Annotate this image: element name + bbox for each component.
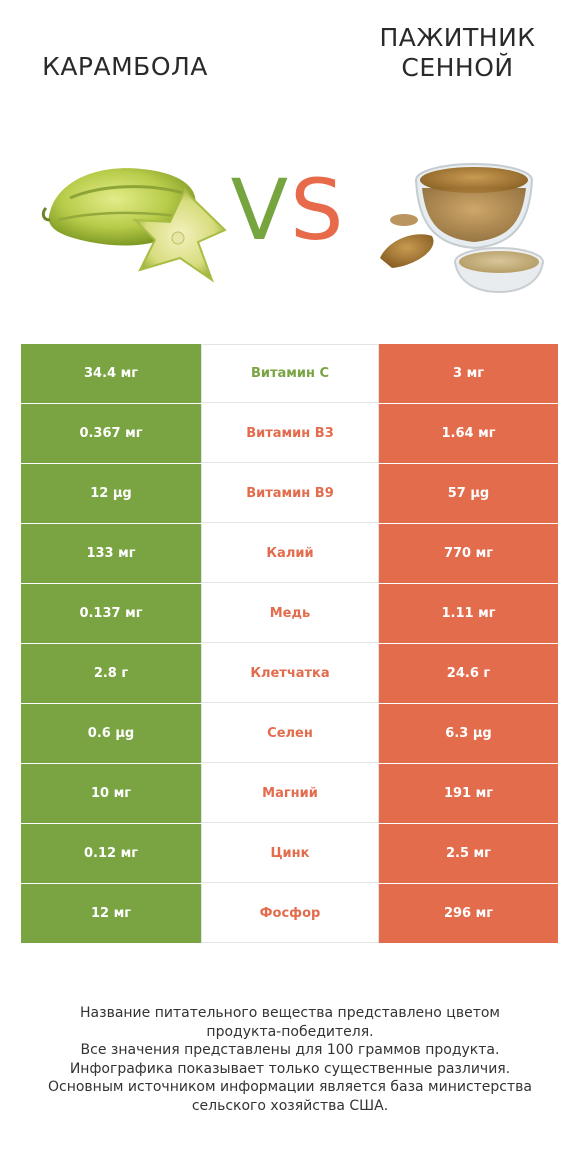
nutrient-name-cell: Селен [201, 704, 379, 763]
right-value-cell: 296 мг [379, 884, 558, 943]
table-row: 2.8 г Клетчатка 24.6 г [21, 644, 558, 704]
vs-s: S [290, 161, 346, 259]
right-value-cell: 24.6 г [379, 644, 558, 703]
footer-line: продукта-победителя. [206, 1023, 374, 1040]
right-product-title-line2: СЕННОЙ [401, 53, 514, 82]
nutrient-name-cell: Витамин B9 [201, 464, 379, 523]
right-product-title: ПАЖИТНИК СЕННОЙ [355, 23, 560, 83]
footer-line: сельского хозяйства США. [191, 1097, 389, 1114]
left-value-cell: 0.137 мг [21, 584, 201, 643]
right-value-cell: 1.11 мг [379, 584, 558, 643]
table-row: 0.6 µg Селен 6.3 µg [21, 704, 558, 764]
footer-line: Основным источником информации является … [48, 1079, 532, 1095]
right-value-cell: 6.3 µg [379, 704, 558, 763]
right-value-cell: 3 мг [379, 344, 558, 403]
footer-line: Все значения представлены для 100 граммо… [80, 1042, 500, 1058]
left-value-cell: 12 мг [21, 884, 201, 943]
right-value-cell: 770 мг [379, 524, 558, 583]
table-row: 0.137 мг Медь 1.11 мг [21, 584, 558, 644]
table-row: 133 мг Калий 770 мг [21, 524, 558, 584]
fenugreek-image [380, 163, 544, 294]
table-row: 12 µg Витамин B9 57 µg [21, 464, 558, 524]
footer-line: Инфографика показывает только существенн… [69, 1060, 511, 1077]
table-row: 0.367 мг Витамин B3 1.64 мг [21, 404, 558, 464]
left-product-title: КАРАМБОЛА [42, 52, 208, 81]
vs-v: V [230, 161, 291, 259]
right-product-title-line1: ПАЖИТНИК [379, 23, 536, 52]
left-value-cell: 34.4 мг [21, 344, 201, 403]
vs-label: VS [218, 160, 358, 260]
footer-note: Название питательного вещества представл… [20, 1004, 560, 1115]
nutrient-name-cell: Магний [201, 764, 379, 823]
right-value-cell: 2.5 мг [379, 824, 558, 883]
table-row: 0.12 мг Цинк 2.5 мг [21, 824, 558, 884]
nutrient-name-cell: Клетчатка [201, 644, 379, 703]
right-value-cell: 57 µg [379, 464, 558, 523]
table-row: 12 мг Фосфор 296 мг [21, 884, 558, 943]
nutrient-name-cell: Цинк [201, 824, 379, 883]
nutrient-name-cell: Витамин C [201, 344, 379, 403]
nutrient-name-cell: Витамин B3 [201, 404, 379, 463]
nutrient-name-cell: Медь [201, 584, 379, 643]
nutrient-name-cell: Фосфор [201, 884, 379, 943]
left-value-cell: 0.6 µg [21, 704, 201, 763]
left-value-cell: 2.8 г [21, 644, 201, 703]
left-value-cell: 10 мг [21, 764, 201, 823]
left-value-cell: 133 мг [21, 524, 201, 583]
right-value-cell: 1.64 мг [379, 404, 558, 463]
left-value-cell: 0.367 мг [21, 404, 201, 463]
left-value-cell: 0.12 мг [21, 824, 201, 883]
left-value-cell: 12 µg [21, 464, 201, 523]
table-row: 10 мг Магний 191 мг [21, 764, 558, 824]
right-value-cell: 191 мг [379, 764, 558, 823]
nutrient-name-cell: Калий [201, 524, 379, 583]
starfruit-image [41, 168, 227, 283]
footer-line: Название питательного вещества представл… [80, 1005, 500, 1021]
